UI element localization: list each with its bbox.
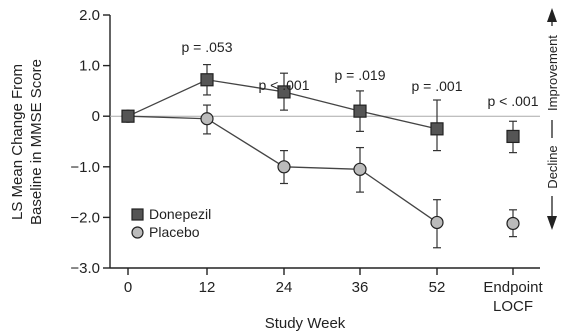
legend-swatch-placebo	[131, 226, 144, 239]
x-tick-label: 36	[352, 279, 369, 296]
y-tick-label: −3.0	[70, 260, 100, 277]
data-point-placebo	[200, 112, 214, 126]
label-gap	[544, 26, 560, 120]
data-point-donepezil	[121, 109, 135, 123]
data-point-placebo	[430, 215, 444, 230]
decline-label: Decline	[545, 145, 560, 188]
data-point-donepezil	[506, 129, 520, 144]
legend: Donepezil Placebo	[131, 206, 211, 240]
data-point-donepezil	[200, 73, 214, 87]
chart-marks	[121, 63, 520, 249]
data-point-placebo	[277, 160, 291, 174]
data-point-placebo	[506, 216, 520, 231]
x-tick-label: 24	[276, 279, 293, 296]
chart-labels: 2.0 1.0 0 −1.0 −2.0 −3.0 0 12 24 36 52 Endpoint LOCF…	[9, 7, 560, 332]
data-point-donepezil	[430, 122, 444, 136]
y-tick-label: −1.0	[70, 159, 100, 176]
p-value-annotation: p = .053	[182, 39, 233, 55]
x-tick-label: 12	[199, 279, 216, 296]
data-point-donepezil	[277, 85, 291, 99]
p-value-annotation: p = .019	[335, 67, 386, 83]
p-value-annotation: p < .001	[488, 93, 539, 109]
data-point-donepezil	[353, 104, 367, 118]
p-value-annotation: p < .001	[259, 77, 310, 93]
p-value-annotation: p = .001	[412, 78, 463, 94]
arrow-down-icon	[547, 216, 557, 230]
x-tick-label: 0	[124, 279, 132, 296]
data-point-placebo	[353, 162, 367, 176]
legend-label-placebo: Placebo	[149, 224, 200, 240]
improvement-label: Improvement	[545, 35, 560, 111]
y-tick-label: 2.0	[79, 7, 100, 24]
axes	[103, 8, 560, 275]
x-axis-label: Study Week	[265, 315, 346, 332]
label-gap	[544, 138, 560, 196]
legend-swatch-donepezil	[131, 208, 144, 221]
y-tick-label: 1.0	[79, 58, 100, 75]
x-tick-label: Endpoint LOCF	[483, 279, 543, 315]
x-tick-label: 52	[429, 279, 446, 296]
y-tick-label: −2.0	[70, 209, 100, 226]
y-tick-label: 0	[92, 108, 100, 125]
legend-label-donepezil: Donepezil	[149, 206, 211, 222]
arrow-up-icon	[547, 8, 557, 22]
y-axis-label: LS Mean Change From Baseline in MMSE Scor…	[9, 59, 45, 225]
